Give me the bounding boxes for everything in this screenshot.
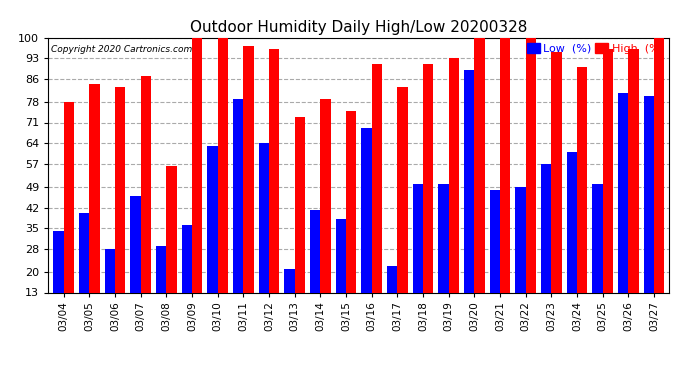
Bar [79, 213, 90, 292]
Bar [310, 210, 320, 292]
Bar [181, 225, 192, 292]
Bar [53, 231, 63, 292]
Bar [628, 49, 638, 292]
Bar [618, 93, 628, 292]
Bar [156, 246, 166, 292]
Bar [105, 249, 115, 292]
Bar [63, 102, 74, 292]
Bar [490, 190, 500, 292]
Bar [413, 184, 423, 292]
Bar [336, 219, 346, 292]
Bar [644, 96, 654, 292]
Bar [295, 117, 305, 292]
Bar [464, 70, 474, 292]
Title: Outdoor Humidity Daily High/Low 20200328: Outdoor Humidity Daily High/Low 20200328 [190, 20, 527, 35]
Bar [284, 269, 295, 292]
Bar [346, 111, 356, 292]
Bar [500, 38, 510, 292]
Bar [362, 128, 372, 292]
Bar [474, 38, 484, 292]
Bar [423, 64, 433, 292]
Bar [217, 38, 228, 292]
Bar [233, 99, 244, 292]
Bar [526, 38, 536, 292]
Bar [541, 164, 551, 292]
Bar [448, 58, 459, 292]
Bar [387, 266, 397, 292]
Bar [602, 49, 613, 292]
Bar [577, 67, 587, 292]
Bar [192, 38, 202, 292]
Text: Copyright 2020 Cartronics.com: Copyright 2020 Cartronics.com [51, 45, 193, 54]
Bar [438, 184, 449, 292]
Bar [90, 84, 99, 292]
Bar [515, 187, 526, 292]
Bar [320, 99, 331, 292]
Bar [372, 64, 382, 292]
Bar [130, 196, 141, 292]
Bar [397, 87, 408, 292]
Bar [269, 49, 279, 292]
Bar [654, 38, 664, 292]
Bar [208, 146, 217, 292]
Legend: Low  (%), High  (%): Low (%), High (%) [522, 39, 668, 58]
Bar [166, 166, 177, 292]
Bar [244, 46, 254, 292]
Bar [566, 152, 577, 292]
Bar [141, 76, 151, 292]
Bar [259, 143, 269, 292]
Bar [551, 52, 562, 292]
Bar [115, 87, 126, 292]
Bar [592, 184, 602, 292]
